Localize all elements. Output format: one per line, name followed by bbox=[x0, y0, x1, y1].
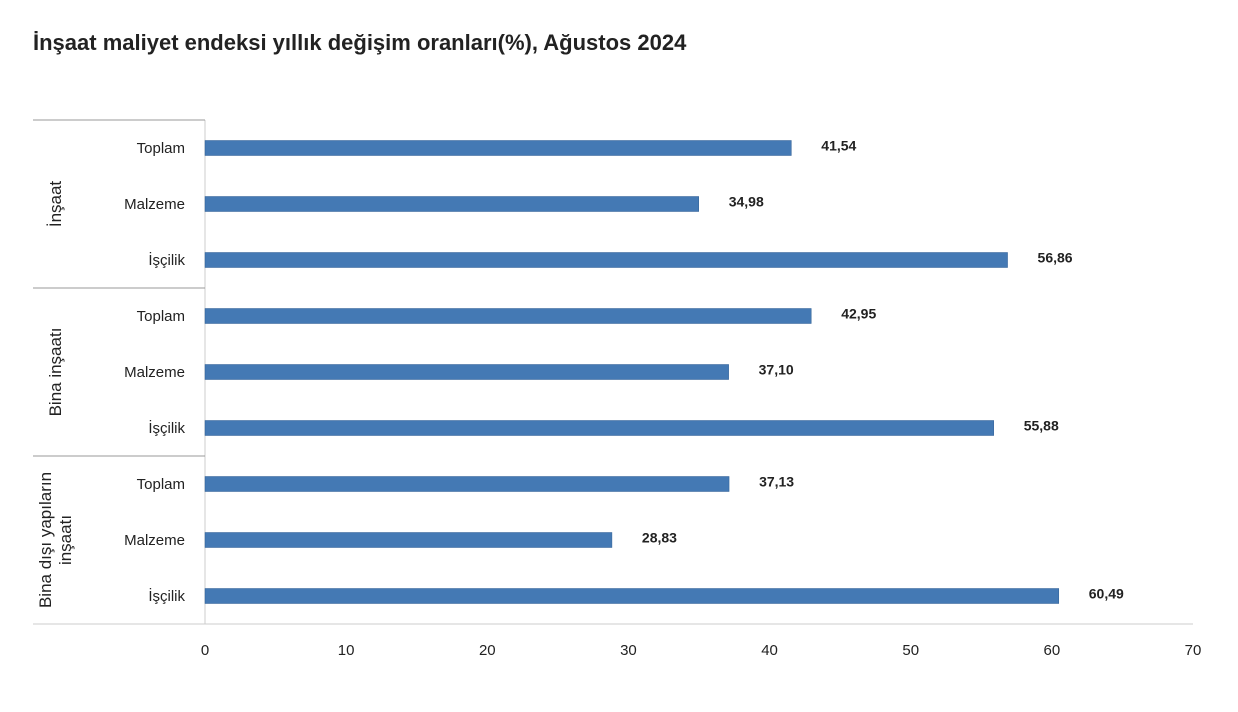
data-label: 60,49 bbox=[1089, 586, 1124, 602]
bar bbox=[204, 420, 994, 436]
bar bbox=[204, 308, 812, 324]
data-label: 55,88 bbox=[1024, 418, 1059, 434]
y-tick-label: Malzeme bbox=[124, 196, 185, 213]
y-tick-label: İşçilik bbox=[148, 251, 185, 269]
data-label: 41,54 bbox=[821, 138, 856, 154]
data-label: 37,10 bbox=[759, 362, 794, 378]
bar bbox=[204, 364, 729, 380]
data-label: 28,83 bbox=[642, 530, 677, 546]
data-label: 56,86 bbox=[1038, 250, 1073, 266]
x-tick-label: 70 bbox=[1185, 642, 1202, 659]
y-tick-label: Toplam bbox=[137, 308, 185, 325]
x-tick-label: 50 bbox=[902, 642, 919, 659]
x-tick-label: 20 bbox=[479, 642, 496, 659]
bar bbox=[204, 588, 1060, 604]
y-tick-label: Malzeme bbox=[124, 364, 185, 381]
data-label: 34,98 bbox=[729, 194, 764, 210]
y-tick-label: Toplam bbox=[137, 140, 185, 157]
bar bbox=[204, 476, 730, 492]
data-label: 37,13 bbox=[759, 474, 794, 490]
data-label: 42,95 bbox=[841, 306, 876, 322]
group-label: Bina dışı yapıların inşaatı bbox=[36, 471, 75, 609]
bar bbox=[204, 140, 792, 156]
bar bbox=[204, 532, 613, 548]
y-tick-label: Toplam bbox=[137, 476, 185, 493]
chart-title: İnşaat maliyet endeksi yıllık değişim or… bbox=[33, 30, 687, 55]
group-label: İnşaat bbox=[46, 180, 65, 228]
bar bbox=[204, 196, 699, 212]
x-tick-label: 0 bbox=[201, 642, 209, 659]
group-label: Bina inşaatı bbox=[46, 327, 65, 417]
x-tick-label: 10 bbox=[338, 642, 355, 659]
x-tick-label: 60 bbox=[1044, 642, 1061, 659]
bar bbox=[204, 252, 1008, 268]
y-tick-label: İşçilik bbox=[148, 419, 185, 437]
x-tick-label: 40 bbox=[761, 642, 778, 659]
x-tick-label: 30 bbox=[620, 642, 637, 659]
y-tick-label: Malzeme bbox=[124, 532, 185, 549]
y-tick-label: İşçilik bbox=[148, 587, 185, 605]
